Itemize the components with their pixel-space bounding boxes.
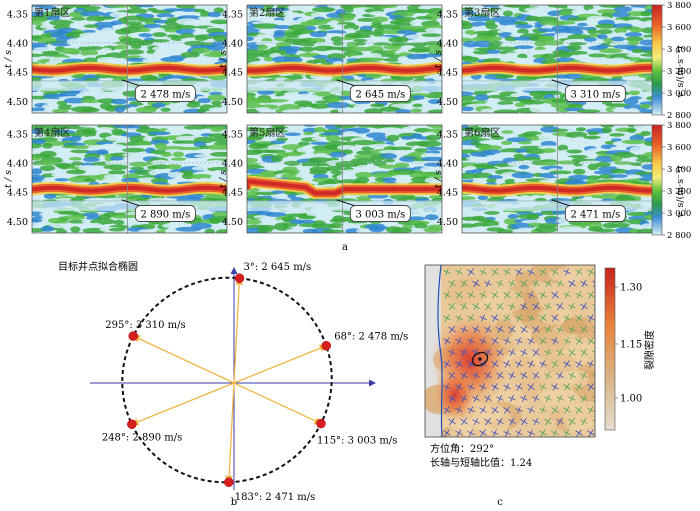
colorbar-tick-label: 3 200: [667, 67, 691, 77]
velocity-point: 115°: 3 003 m/s: [233, 382, 397, 447]
panel-a-label: a: [342, 242, 348, 253]
colorbar-tick-label: 3 800: [667, 1, 691, 11]
panel-c: 1.301.151.00 裂隙密度 方位角：292° 长轴与短轴比值：1.24 …: [424, 264, 656, 508]
panel-b-label: b: [231, 497, 237, 508]
y-tick-label: 4.45: [222, 188, 243, 199]
y-tick-label: 4.45: [7, 188, 28, 199]
sector-title: 第3扇区: [464, 6, 500, 19]
colorbar-tick-label: 2 800: [667, 231, 691, 241]
colorbar-c-tick-label: 1.00: [620, 394, 642, 405]
velocity-point: 68°: 2 478 m/s: [233, 332, 408, 384]
velocity-point-label: 68°: 2 478 m/s: [334, 332, 408, 343]
velocity-point: 3°: 2 645 m/s: [233, 262, 311, 384]
target-well-ellipse: [471, 351, 489, 367]
sector-plot: 第2扇区 2 645 m/s 4.35 4.40 4.45 4.50 t / s: [218, 4, 443, 114]
y-tick-label: 4.40: [222, 38, 243, 49]
sector-title: 第5扇区: [249, 126, 285, 139]
y-tick-label: 4.50: [7, 97, 28, 108]
y-tick-label: 4.35: [437, 9, 458, 20]
velocity-point: 295°: 3 310 m/s: [105, 320, 235, 384]
sector-plot: 第3扇区 3 310 m/s 4.35 4.40 4.45 4.50 t / s: [433, 4, 658, 114]
sector-plot: 第1扇区 2 478 m/s 4.35 4.40 4.45 4.50 t / s: [3, 4, 228, 114]
velocity-callout: 3 003 m/s: [355, 210, 405, 221]
y-axis-label: t / s: [433, 170, 444, 188]
y-axis-label: t / s: [3, 50, 14, 68]
velocity-point-label: 248°: 2 890 m/s: [102, 432, 182, 443]
y-axis-label: t / s: [3, 170, 14, 188]
colorbar-tick-label: 2 800: [667, 111, 691, 121]
colorbar-tick-label: 3 600: [667, 143, 691, 153]
velocity-point: 248°: 2 890 m/s: [102, 382, 235, 443]
density-map: [425, 265, 595, 437]
velocity-point-label: 3°: 2 645 m/s: [243, 262, 311, 273]
sector-title: 第6扇区: [464, 126, 500, 139]
velocity-callout: 2 478 m/s: [140, 90, 190, 101]
colorbar-c-tick-label: 1.30: [620, 283, 642, 294]
y-tick-label: 4.50: [222, 217, 243, 228]
y-tick-label: 4.40: [437, 158, 458, 169]
velocity-point-label: 295°: 3 310 m/s: [105, 320, 185, 331]
colorbar-a-top-label: v_s/(m·s⁻¹): [675, 46, 686, 98]
colorbar-a-bottom: 3 800 3 600 3 400 3 200 3 000 2 800 v_s/(m·s⁻…: [651, 121, 691, 241]
colorbar-tick-label: 3 000: [667, 209, 691, 219]
y-axis-label: t / s: [218, 170, 229, 188]
velocity-callout: 3 310 m/s: [570, 90, 620, 101]
colorbar-tick-label: 3 800: [667, 121, 691, 131]
y-tick-label: 4.50: [222, 97, 243, 108]
y-tick-label: 4.35: [222, 129, 243, 140]
azimuth-text: 方位角：292°: [430, 442, 494, 455]
colorbar-tick-label: 3 000: [667, 89, 691, 99]
y-tick-label: 4.50: [437, 97, 458, 108]
ratio-text: 长轴与短轴比值：1.24: [430, 456, 532, 469]
panel-c-label: c: [497, 497, 503, 508]
y-axis-label: t / s: [433, 50, 444, 68]
velocity-callout: 2 645 m/s: [355, 90, 405, 101]
sector-plot: 第4扇区 2 890 m/s 4.35 4.40 4.45 4.50 t / s: [3, 124, 228, 234]
sector-title: 第1扇区: [34, 6, 70, 19]
target-well-marker: [478, 357, 482, 361]
y-tick-label: 4.40: [222, 158, 243, 169]
panel-a: 第1扇区 2 478 m/s 4.35 4.40 4.45 4.50 t / s 第2扇区 2 …: [3, 4, 658, 234]
sector-plot: 第5扇区 3 003 m/s 4.35 4.40 4.45 4.50 t / s: [218, 124, 443, 234]
velocity-callout: 2 471 m/s: [570, 210, 620, 221]
colorbar-tick-label: 3 400: [667, 165, 691, 175]
colorbar-c: [604, 267, 616, 431]
y-tick-label: 4.40: [7, 38, 28, 49]
y-tick-label: 4.45: [437, 68, 458, 79]
sector-title: 第2扇区: [249, 6, 285, 19]
y-tick-label: 4.40: [437, 38, 458, 49]
velocity-point-label: 183°: 2 471 m/s: [235, 492, 315, 503]
colorbar-a-bottom-label: v_s/(m·s⁻¹): [675, 166, 686, 218]
y-tick-label: 4.45: [7, 68, 28, 79]
y-tick-label: 4.35: [222, 9, 243, 20]
panel-b: 目标井点拟合椭圆 3°: 2 645 m/s 68°: 2 478 m/s 115°…: [58, 260, 408, 508]
y-tick-label: 4.35: [7, 9, 28, 20]
y-tick-label: 4.35: [437, 129, 458, 140]
y-tick-label: 4.45: [222, 68, 243, 79]
panel-b-title: 目标井点拟合椭圆: [58, 260, 138, 273]
colorbar-a-top: 3 800 3 600 3 400 3 200 3 000 2 800 v_s/(m·s⁻…: [651, 1, 691, 121]
y-axis-label: t / s: [218, 50, 229, 68]
sector-plot: 第6扇区 2 471 m/s 4.35 4.40 4.45 4.50 t / s: [433, 124, 658, 234]
velocity-callout: 2 890 m/s: [140, 210, 190, 221]
y-tick-label: 4.50: [437, 217, 458, 228]
sector-title: 第4扇区: [34, 126, 70, 139]
y-tick-label: 4.40: [7, 158, 28, 169]
colorbar-tick-label: 3 400: [667, 45, 691, 55]
y-tick-label: 4.45: [437, 188, 458, 199]
colorbar-c-tick-label: 1.15: [620, 340, 642, 351]
velocity-point: 183°: 2 471 m/s: [224, 382, 315, 503]
y-tick-label: 4.35: [7, 129, 28, 140]
colorbar-tick-label: 3 200: [667, 187, 691, 197]
velocity-point-label: 115°: 3 003 m/s: [317, 436, 397, 447]
colorbar-c-label: 裂隙密度: [643, 330, 656, 370]
y-tick-label: 4.50: [7, 217, 28, 228]
colorbar-tick-label: 3 600: [667, 23, 691, 33]
